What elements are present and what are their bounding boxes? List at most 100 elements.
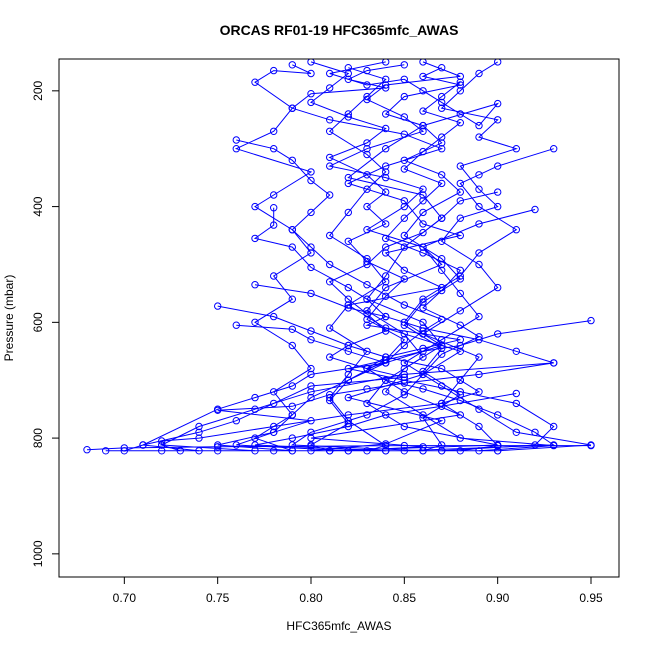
data-point	[475, 133, 483, 141]
series-line	[159, 207, 554, 452]
data-point	[382, 168, 390, 176]
data-point	[419, 121, 427, 130]
x-axis: 0.70 0.75 0.80 0.85 0.90 0.95	[113, 577, 603, 605]
data-point	[270, 399, 278, 408]
data-point	[438, 214, 446, 222]
data-point	[382, 292, 390, 300]
data-point	[456, 87, 464, 95]
data-point	[438, 64, 446, 72]
data-point	[475, 185, 483, 193]
data-point	[550, 145, 558, 153]
data-point	[326, 127, 334, 136]
data-point	[400, 336, 408, 344]
data-point	[307, 393, 315, 402]
data-point	[307, 364, 315, 373]
data-point	[456, 72, 464, 81]
data-point	[158, 441, 166, 449]
data-point	[382, 145, 390, 153]
data-point	[456, 411, 464, 419]
y-tick-label: 200	[31, 81, 45, 101]
data-point	[270, 221, 278, 229]
data-point	[288, 61, 296, 69]
data-point	[307, 168, 315, 176]
data-point	[382, 162, 390, 170]
data-point	[419, 147, 427, 156]
data-point	[288, 341, 296, 350]
data-point	[438, 145, 446, 153]
data-point	[232, 145, 241, 153]
series-18	[326, 188, 558, 455]
data-point	[456, 110, 464, 118]
series-19	[288, 78, 483, 455]
data-point	[382, 234, 390, 243]
data-point	[363, 310, 371, 318]
data-point	[438, 286, 446, 295]
data-point	[344, 75, 352, 84]
data-point	[475, 260, 483, 269]
data-point	[587, 441, 595, 450]
data-point	[363, 145, 371, 153]
data-point	[344, 64, 352, 72]
data-point	[419, 197, 427, 205]
data-point	[456, 434, 464, 442]
data-point	[307, 442, 315, 450]
data-point	[400, 214, 408, 222]
data-point	[438, 171, 446, 179]
data-point	[531, 441, 539, 449]
data-point	[382, 283, 390, 292]
data-point	[400, 422, 408, 431]
data-point	[251, 393, 259, 402]
data-point	[419, 228, 427, 237]
data-point	[419, 370, 427, 379]
data-point	[400, 275, 408, 283]
data-point	[382, 220, 390, 228]
data-point	[363, 185, 371, 193]
data-point	[270, 145, 278, 153]
data-point	[288, 156, 296, 165]
data-point	[326, 260, 334, 269]
data-point	[456, 388, 464, 396]
data-point	[475, 171, 483, 179]
data-point	[419, 249, 427, 257]
data-point	[438, 350, 446, 358]
plot-data	[83, 59, 595, 455]
data-point	[587, 316, 595, 325]
data-point	[363, 92, 371, 101]
data-point	[475, 202, 483, 211]
series-9	[400, 205, 595, 455]
x-axis-label: HFC365mfc_AWAS	[286, 619, 391, 633]
data-point	[419, 411, 427, 419]
data-point	[382, 447, 390, 455]
series-line	[161, 305, 481, 452]
series-22	[102, 447, 502, 455]
series-16	[158, 204, 558, 455]
data-point	[363, 411, 371, 419]
x-tick-label: 0.90	[486, 591, 510, 605]
data-point	[270, 66, 278, 75]
data-point	[382, 59, 390, 66]
data-point	[344, 113, 352, 121]
data-point	[419, 304, 427, 312]
data-point	[195, 428, 203, 436]
data-point	[456, 214, 464, 222]
series-line	[309, 61, 406, 452]
data-point	[531, 428, 539, 436]
data-point	[419, 327, 427, 335]
data-point	[195, 434, 203, 442]
data-point	[419, 87, 427, 95]
data-point	[326, 278, 334, 286]
data-point	[270, 272, 278, 280]
data-point	[382, 110, 390, 118]
data-point	[270, 447, 278, 455]
data-point	[83, 446, 91, 454]
data-point	[475, 388, 483, 396]
data-point	[456, 266, 464, 274]
data-point	[307, 428, 315, 436]
data-point	[214, 405, 222, 413]
data-point	[214, 443, 222, 451]
data-point	[251, 318, 259, 326]
data-point	[494, 330, 502, 338]
data-point	[475, 333, 483, 341]
data-point	[363, 315, 371, 324]
